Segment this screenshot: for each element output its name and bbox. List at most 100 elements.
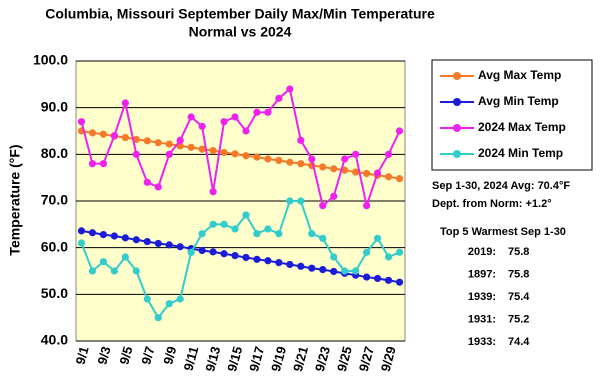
y-tick-label: 50.0 xyxy=(41,285,68,301)
data-point xyxy=(275,94,283,102)
data-point xyxy=(231,150,239,158)
data-point xyxy=(253,108,261,116)
data-point xyxy=(110,267,118,275)
data-point xyxy=(264,155,272,163)
x-tick-label: 9/1 xyxy=(73,345,92,366)
data-point xyxy=(297,197,305,205)
warmest-value: 75.4 xyxy=(508,291,530,303)
data-point xyxy=(231,113,239,121)
x-tick-label: 9/9 xyxy=(160,345,179,366)
data-point xyxy=(384,276,393,284)
data-point xyxy=(242,253,250,262)
data-point xyxy=(363,248,371,256)
y-axis-label: Temperature (°F) xyxy=(7,144,23,255)
data-point xyxy=(253,255,261,263)
data-point xyxy=(384,150,393,158)
data-point xyxy=(198,122,206,130)
data-point xyxy=(319,266,327,274)
data-point xyxy=(395,127,404,135)
chart-title: Columbia, Missouri September Daily Max/M… xyxy=(45,6,435,22)
data-point xyxy=(297,160,305,168)
data-point xyxy=(231,252,239,260)
data-point xyxy=(373,234,382,242)
data-point xyxy=(187,143,195,151)
legend-label: Avg Min Temp xyxy=(478,94,559,108)
data-point xyxy=(286,260,294,269)
data-point xyxy=(275,230,283,238)
data-point xyxy=(154,139,162,147)
annotation: Dept. from Norm: +1.2° xyxy=(432,198,552,210)
legend-marker xyxy=(453,72,461,80)
data-point xyxy=(198,145,206,153)
data-point xyxy=(220,148,228,157)
data-point xyxy=(395,248,404,256)
x-tick-label: 9/23 xyxy=(312,345,333,373)
data-point xyxy=(121,133,129,142)
x-tick-label: 9/17 xyxy=(246,345,267,373)
warmest-value: 74.4 xyxy=(508,336,530,348)
data-point xyxy=(286,197,294,205)
data-point xyxy=(88,160,97,168)
x-tick-label: 9/5 xyxy=(116,345,135,366)
data-point xyxy=(209,220,217,228)
x-tick-label: 9/15 xyxy=(224,345,245,373)
data-point xyxy=(308,155,316,163)
legend-label: Avg Max Temp xyxy=(478,68,561,82)
data-point xyxy=(187,248,195,256)
x-tick-label: 9/11 xyxy=(181,345,202,373)
data-point xyxy=(242,127,250,135)
data-point xyxy=(154,314,162,322)
warmest-year: 2019: xyxy=(468,246,496,258)
data-point xyxy=(77,118,86,126)
x-tick-label: 9/25 xyxy=(334,345,355,373)
data-point xyxy=(99,130,108,138)
data-point xyxy=(143,178,151,186)
data-point xyxy=(77,239,86,247)
data-point xyxy=(165,150,173,158)
x-tick-label: 9/3 xyxy=(94,345,113,366)
data-point xyxy=(198,246,206,255)
data-point xyxy=(319,234,327,242)
data-point xyxy=(286,85,294,93)
x-tick-label: 9/21 xyxy=(290,345,311,373)
data-point xyxy=(308,264,316,272)
warmest-year: 1897: xyxy=(468,268,496,280)
data-point xyxy=(341,155,349,163)
data-point xyxy=(176,136,184,144)
annotation: Sep 1-30, 2024 Avg: 70.4°F xyxy=(432,180,570,192)
data-point xyxy=(330,192,338,200)
legend-marker xyxy=(453,124,461,132)
data-point xyxy=(88,267,97,275)
data-point xyxy=(99,258,108,266)
data-point xyxy=(231,225,239,233)
data-point xyxy=(209,188,217,196)
data-point xyxy=(341,267,349,275)
data-point xyxy=(330,165,338,173)
x-tick-label: 9/13 xyxy=(202,345,223,373)
data-point xyxy=(373,274,382,283)
warmest-value: 75.8 xyxy=(508,268,529,280)
data-point xyxy=(165,300,173,308)
data-point xyxy=(384,253,393,261)
data-point xyxy=(352,168,360,176)
data-point xyxy=(352,150,360,158)
data-point xyxy=(242,152,250,160)
data-point xyxy=(363,202,371,210)
legend-label: 2024 Max Temp xyxy=(478,120,566,134)
data-point xyxy=(264,108,272,116)
data-point xyxy=(275,259,283,267)
data-point xyxy=(209,147,217,155)
data-point xyxy=(110,232,118,240)
data-point xyxy=(154,183,162,191)
data-point xyxy=(363,273,371,281)
data-point xyxy=(308,230,316,238)
warmest-value: 75.8 xyxy=(508,246,529,258)
data-point xyxy=(330,267,338,276)
data-point xyxy=(297,262,305,270)
y-tick-label: 80.0 xyxy=(41,145,68,161)
data-point xyxy=(319,163,327,171)
x-tick-label: 9/7 xyxy=(138,345,157,366)
warmest-year: 1933: xyxy=(468,336,496,348)
data-point xyxy=(88,129,97,137)
